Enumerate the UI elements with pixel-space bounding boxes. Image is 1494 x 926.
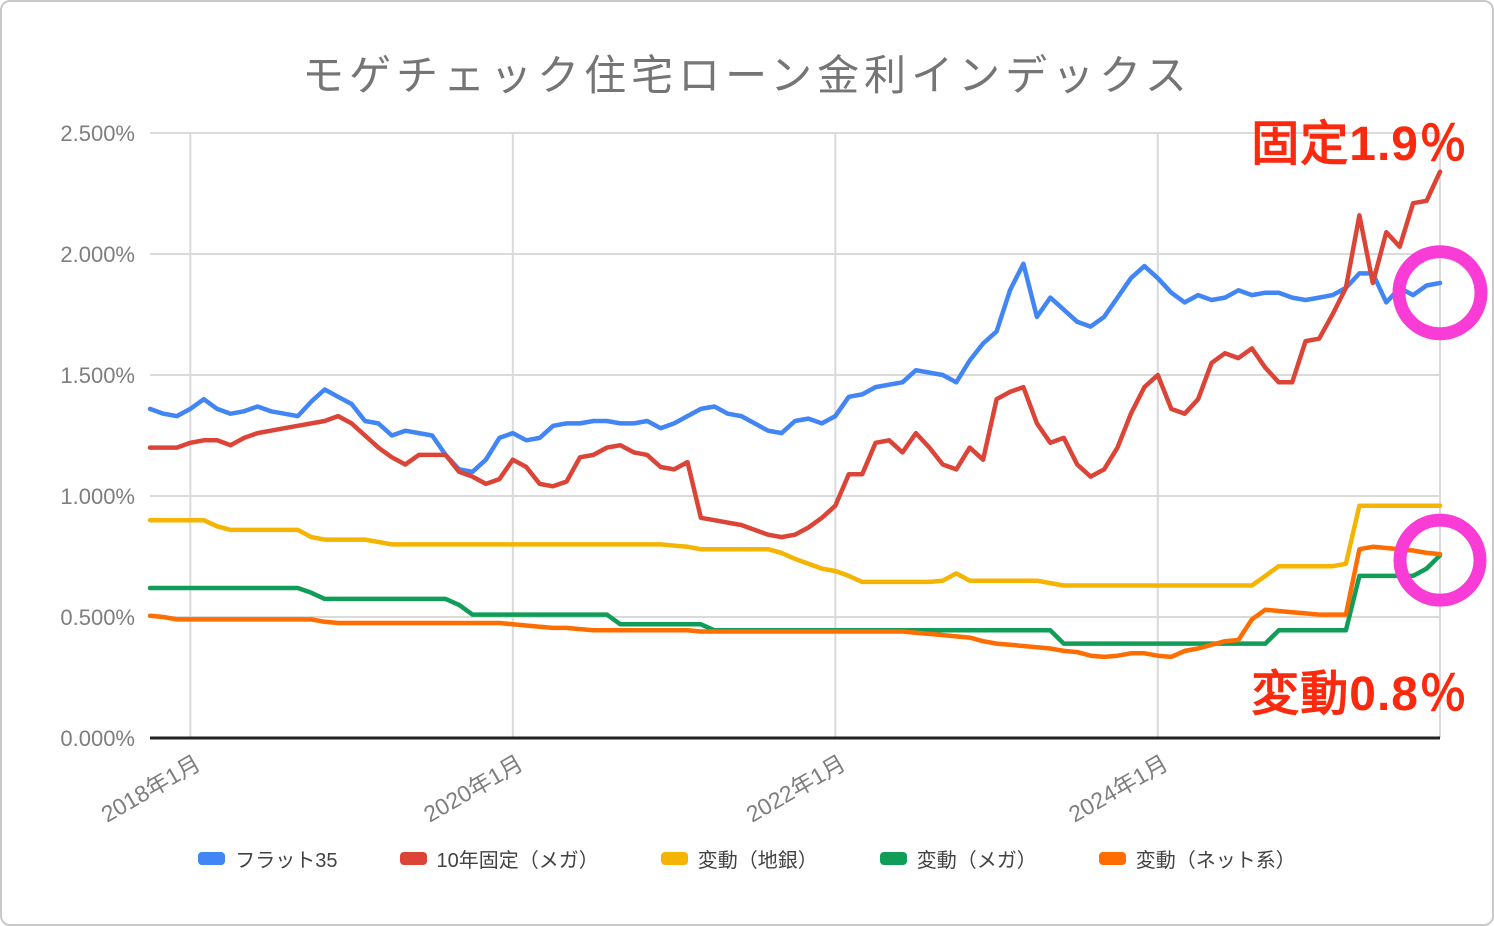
highlight-circle-variable: [1393, 513, 1487, 607]
legend-swatch-flat35: [198, 852, 226, 865]
legend-item-flat35: フラット35: [198, 844, 338, 873]
y-axis-tick-label: 1.000%: [60, 484, 135, 509]
annotation-variable-rate: 変動0.8％: [1251, 668, 1468, 721]
legend: フラット35 10年固定（メガ） 変動（地銀） 変動（メガ） 変動（ネット系）: [2, 844, 1492, 873]
series-line-variable-chigin: [147, 503, 1443, 588]
y-axis-tick-label: 2.000%: [60, 242, 135, 267]
series-line-fixed10-mega: [147, 169, 1443, 540]
y-axis-tick-label: 1.500%: [60, 363, 135, 388]
chart-title: モゲチェック住宅ローン金利インデックス: [302, 52, 1192, 99]
x-axis-tick-label: 2022年1月: [742, 750, 850, 828]
legend-label: 10年固定（メガ）: [436, 850, 599, 872]
legend-item-variable-mega: 変動（メガ）: [879, 844, 1037, 873]
series-line-flat35: [147, 261, 1443, 475]
legend-item-fixed10-mega: 10年固定（メガ）: [399, 844, 599, 873]
legend-swatch-variable-chigin: [660, 852, 688, 865]
legend-swatch-variable-net: [1098, 852, 1126, 865]
legend-item-variable-chigin: 変動（地銀）: [660, 844, 818, 873]
series-line-variable-net: [147, 544, 1443, 660]
x-axis-tick-label: 2020年1月: [419, 750, 527, 828]
annotation-fixed-rate: 固定1.9％: [1251, 118, 1468, 171]
legend-swatch-variable-mega: [879, 852, 907, 865]
highlight-circle-fixed: [1392, 245, 1488, 341]
x-axis-tick-label: 2018年1月: [97, 750, 205, 828]
legend-swatch-fixed10-mega: [399, 852, 427, 865]
y-axis-tick-label: 0.000%: [60, 726, 135, 751]
y-axis-tick-label: 0.500%: [60, 605, 135, 630]
legend-label: 変動（地銀）: [697, 850, 818, 872]
x-axis-tick-label: 2024年1月: [1064, 750, 1172, 828]
legend-item-variable-net: 変動（ネット系）: [1098, 844, 1296, 873]
legend-label: 変動（メガ）: [916, 850, 1037, 872]
legend-label: 変動（ネット系）: [1135, 850, 1296, 872]
y-axis-tick-label: 2.500%: [60, 121, 135, 146]
legend-label: フラット35: [235, 850, 338, 872]
